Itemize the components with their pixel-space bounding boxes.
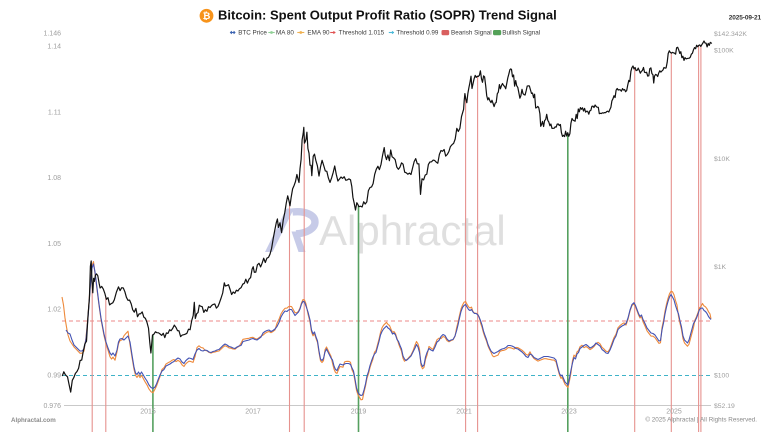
- svg-text:$100K: $100K: [714, 48, 734, 55]
- svg-text:BTC Price: BTC Price: [238, 30, 267, 37]
- svg-text:2025-09-21: 2025-09-21: [729, 14, 762, 21]
- svg-text:1.08: 1.08: [47, 175, 61, 182]
- svg-text:$10K: $10K: [714, 156, 730, 163]
- svg-text:1.02: 1.02: [47, 307, 61, 314]
- svg-text:$1K: $1K: [714, 264, 727, 271]
- svg-text:2017: 2017: [245, 408, 261, 415]
- svg-text:1.05: 1.05: [47, 241, 61, 248]
- svg-text:Threshold 1.015: Threshold 1.015: [339, 30, 385, 37]
- svg-text:2015: 2015: [140, 408, 156, 415]
- svg-text:1.14: 1.14: [47, 44, 61, 51]
- svg-text:Threshold 0.99: Threshold 0.99: [396, 30, 439, 37]
- svg-text:2021: 2021: [456, 408, 472, 415]
- svg-text:₿: ₿: [203, 11, 211, 22]
- svg-text:1.11: 1.11: [48, 109, 61, 116]
- svg-text:2025: 2025: [666, 408, 682, 415]
- svg-text:2023: 2023: [561, 408, 577, 415]
- svg-text:0.99: 0.99: [47, 372, 61, 379]
- svg-text:$52.19: $52.19: [714, 403, 735, 410]
- svg-text:Alphractal: Alphractal: [319, 207, 506, 254]
- svg-text:$100: $100: [714, 373, 729, 380]
- svg-text:$142.342K: $142.342K: [714, 31, 747, 38]
- svg-text:0.976: 0.976: [43, 403, 61, 410]
- svg-text:Bearish Signal: Bearish Signal: [451, 30, 492, 37]
- svg-text:2019: 2019: [351, 408, 367, 415]
- svg-text:Bullish Signal: Bullish Signal: [502, 30, 540, 37]
- svg-text:© 2025 Alphractal | All Rights: © 2025 Alphractal | All Rights Reserved.: [645, 416, 757, 424]
- svg-text:MA 80: MA 80: [276, 30, 294, 37]
- svg-text:EMA 90: EMA 90: [307, 30, 330, 37]
- svg-text:Bitcoin: Spent Output Profit R: Bitcoin: Spent Output Profit Ratio (SOPR…: [218, 8, 557, 23]
- svg-text:1.146: 1.146: [43, 31, 61, 38]
- svg-text:Alphractal.com: Alphractal.com: [11, 417, 56, 424]
